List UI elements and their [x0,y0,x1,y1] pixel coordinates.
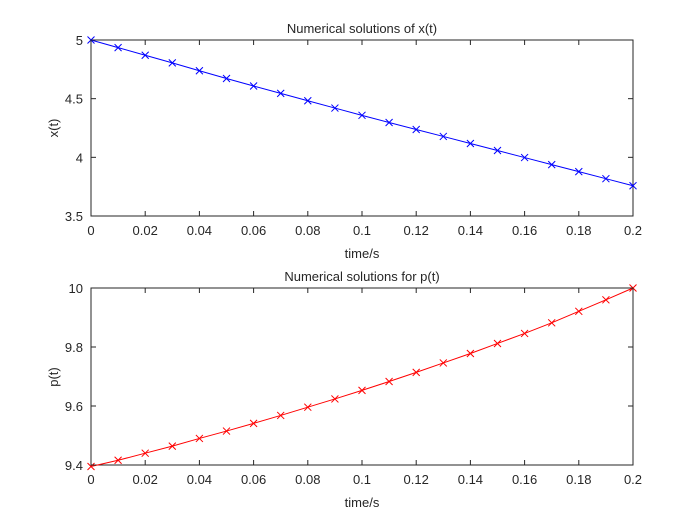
y-tick-label: 3.5 [65,209,83,224]
data-point-marker [493,339,502,348]
plot-title: Numerical solutions for p(t) [284,269,439,284]
data-point-marker [493,146,502,155]
y-ticks: 9.4 9.6 9.8 10 [65,281,633,473]
x-tick-label: 0 [87,472,94,487]
data-point-marker [195,66,204,75]
axes-box [90,39,634,217]
data-point-marker [547,160,556,169]
y-axis-label: x(t) [46,119,61,138]
data-point-marker [520,329,529,338]
x-axis-label: time/s [345,246,380,261]
plot-marks [87,284,637,471]
data-point-marker [412,125,421,134]
data-point-marker [141,449,150,458]
y-tick-label: 10 [69,281,83,296]
x-tick-label: 0.1 [353,472,371,487]
x-tick-label: 0.04 [187,472,212,487]
data-point-marker [331,395,339,403]
data-point-marker [547,318,556,327]
plot-marks [87,36,637,190]
data-point-marker [168,442,177,450]
y-axis-label: p(t) [46,367,61,387]
data-point-marker [439,132,448,141]
x-axis-label: time/s [345,495,380,510]
x-tick-label: 0.16 [512,472,537,487]
data-point-marker [629,181,637,190]
x-tick-label: 0.2 [624,223,642,238]
x-tick-label: 0.06 [241,223,266,238]
y-tick-label: 9.6 [65,399,83,414]
y-tick-label: 9.8 [65,340,83,355]
data-point-marker [385,377,393,386]
x-tick-label: 0.14 [458,223,483,238]
data-point-marker [574,167,583,176]
data-point-marker [385,118,393,127]
x-tick-label: 0 [87,223,94,238]
data-point-marker [114,456,122,465]
y-tick-label: 4 [76,150,83,165]
data-point-marker [303,96,312,105]
data-point-marker [466,139,475,148]
data-point-marker [249,82,258,90]
subplot-p: Numerical solutions for p(t) 0 0.02 0.04 0.… [46,269,642,510]
data-point-marker [195,434,204,443]
data-point-marker [276,411,285,420]
x-tick-label: 0.08 [295,472,320,487]
x-tick-label: 0.08 [295,223,320,238]
data-point-marker [520,153,529,162]
data-point-marker [276,89,285,98]
x-tick-label: 0.1 [353,223,371,238]
x-tick-label: 0.18 [566,472,591,487]
x-tick-label: 0.16 [512,223,537,238]
y-ticks: 3.5 4 4.5 5 [65,33,633,224]
data-point-marker [358,386,366,395]
y-tick-label: 5 [76,33,83,48]
data-point-marker [249,419,258,428]
data-point-marker [114,43,122,52]
x-tick-label: 0.02 [133,223,158,238]
subplot-x: Numerical solutions of x(t) 0 0.02 0.04 0.0… [46,21,642,261]
data-point-marker [439,359,448,367]
data-point-marker [222,74,231,83]
x-tick-label: 0.18 [566,223,591,238]
data-point-marker [602,295,610,304]
x-tick-label: 0.12 [404,223,429,238]
data-point-marker [87,462,95,471]
data-point-marker [168,59,177,67]
x-tick-label: 0.14 [458,472,483,487]
x-tick-label: 0.12 [404,472,429,487]
x-tick-label: 0.2 [624,472,642,487]
y-tick-label: 4.5 [65,92,83,107]
data-point-marker [141,51,150,60]
y-tick-label: 9.4 [65,458,83,473]
x-tick-label: 0.02 [133,472,158,487]
x-tick-label: 0.04 [187,223,212,238]
data-point-marker [412,368,421,377]
data-point-marker [331,104,339,112]
data-point-marker [602,174,610,183]
x-ticks: 0 0.02 0.04 0.06 0.08 0.1 0.12 0.14 0.16 0.18 0.2 [87,288,642,487]
x-ticks: 0 0.02 0.04 0.06 0.08 0.1 0.12 0.14 0.16 0.18 0.2 [87,40,642,238]
data-point-marker [358,111,366,120]
data-point-marker [466,349,475,358]
data-point-marker [574,307,583,316]
axes-box [90,287,634,466]
data-point-marker [222,427,231,435]
x-tick-label: 0.06 [241,472,266,487]
plot-title: Numerical solutions of x(t) [287,21,437,36]
data-point-marker [303,403,312,412]
